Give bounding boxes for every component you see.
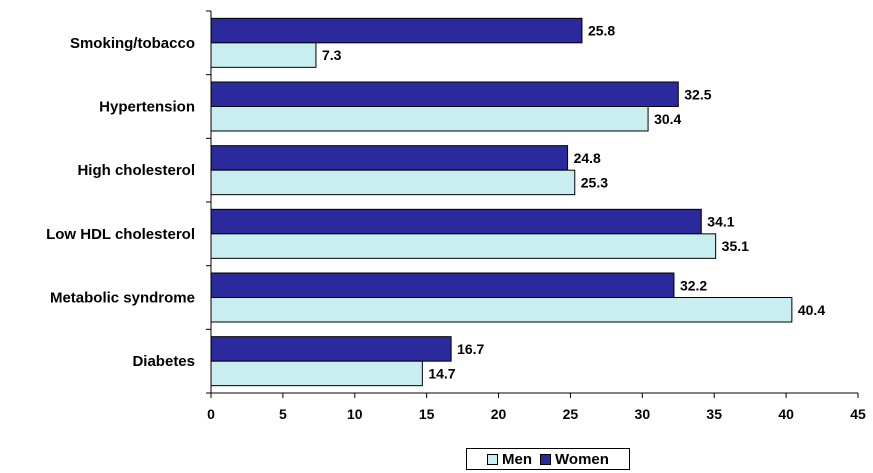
bar-women-2: [210, 145, 569, 171]
data-label-women-0: 25.8: [588, 23, 615, 39]
data-label-women-5: 16.7: [457, 341, 484, 357]
bar-women-5: [210, 336, 452, 362]
bars-group: [210, 17, 793, 387]
x-tick-label-1: 5: [279, 406, 287, 422]
data-label-men-5: 14.7: [428, 365, 455, 381]
category-label-1: Hypertension: [99, 99, 195, 116]
legend-label-men: Men: [502, 450, 533, 468]
data-label-men-3: 35.1: [722, 238, 749, 254]
data-label-men-2: 25.3: [581, 174, 608, 190]
bar-women-0: [210, 17, 583, 44]
bar-women-1: [210, 81, 679, 107]
legend-label-women: Women: [555, 450, 609, 468]
bar-women-3: [210, 208, 702, 235]
data-label-women-4: 32.2: [680, 277, 707, 293]
bar-men-5: [210, 360, 423, 387]
legend: Men Women: [466, 448, 630, 470]
data-label-men-4: 40.4: [798, 302, 825, 318]
x-tick-label-9: 45: [850, 406, 866, 422]
bar-men-1: [210, 106, 649, 132]
category-label-2: High cholesterol: [77, 162, 195, 179]
x-tick-label-3: 15: [419, 406, 435, 422]
bar-men-0: [210, 42, 317, 68]
legend-item-men: Men: [487, 451, 532, 468]
x-tick-label-7: 35: [706, 406, 722, 422]
category-label-5: Diabetes: [132, 353, 195, 370]
bar-men-2: [210, 169, 576, 196]
legend-swatch-women: [540, 453, 552, 465]
data-label-women-2: 24.8: [574, 150, 601, 166]
category-label-4: Metabolic syndrome: [50, 290, 195, 307]
legend-item-women: Women: [540, 451, 609, 468]
bar-men-3: [210, 233, 717, 259]
data-label-women-3: 34.1: [707, 214, 734, 230]
bar-women-4: [210, 272, 675, 298]
legend-swatch-men: [487, 453, 499, 465]
x-tick-label-0: 0: [207, 406, 215, 422]
x-tick-label-6: 30: [635, 406, 651, 422]
x-tick-label-5: 25: [563, 406, 579, 422]
data-label-men-0: 7.3: [322, 47, 342, 63]
labels-group: 25.8 7.3 Smoking/tobacco 32.530.4 Hypertensi…: [46, 23, 866, 422]
category-label-0: Smoking/tobacco: [70, 35, 195, 52]
x-tick-label-8: 40: [778, 406, 794, 422]
bar-men-4: [210, 297, 793, 323]
x-tick-label-2: 10: [347, 406, 363, 422]
data-label-men-1: 30.4: [654, 111, 681, 127]
data-label-women-1: 32.5: [684, 86, 711, 102]
category-label-3: Low HDL cholesterol: [46, 226, 195, 243]
x-tick-label-4: 20: [491, 406, 507, 422]
axes-group: [206, 10, 859, 398]
